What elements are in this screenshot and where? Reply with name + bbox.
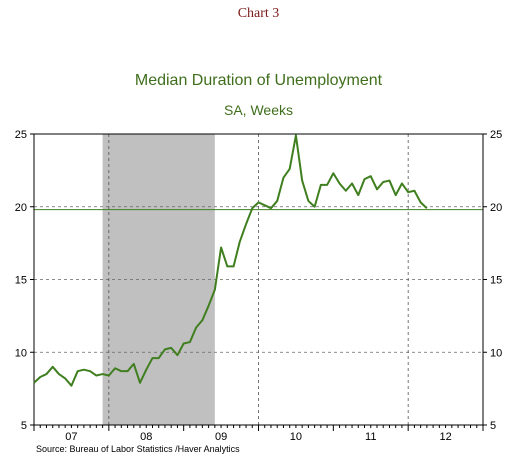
y-tick-label-right-20: 20	[490, 202, 502, 214]
y-tick-label-right-15: 15	[490, 275, 502, 287]
x-tick-label-10: 10	[290, 431, 302, 443]
chart-title: Median Duration of Unemployment	[134, 72, 383, 89]
x-tick-label-12: 12	[439, 431, 451, 443]
source-note: Source: Bureau of Labor Statistics /Have…	[36, 444, 240, 454]
x-tick-label-11: 11	[365, 431, 376, 443]
x-tick-label-08: 08	[140, 431, 152, 443]
y-tick-label-right-25: 25	[490, 129, 502, 141]
y-tick-label-left-10: 10	[15, 347, 27, 359]
x-tick-label-09: 09	[215, 431, 227, 443]
y-tick-label-right-5: 5	[490, 420, 496, 432]
y-tick-label-left-25: 25	[15, 129, 27, 141]
series-line-0	[33, 134, 428, 387]
y-tick-label-left-5: 5	[21, 420, 27, 432]
chart-subtitle: SA, Weeks	[224, 102, 293, 118]
y-tick-label-right-10: 10	[490, 347, 502, 359]
y-tick-label-left-20: 20	[15, 202, 27, 214]
page-title: Chart 3	[237, 6, 280, 21]
x-tick-label-07: 07	[65, 431, 77, 443]
y-tick-label-left-15: 15	[15, 275, 27, 287]
